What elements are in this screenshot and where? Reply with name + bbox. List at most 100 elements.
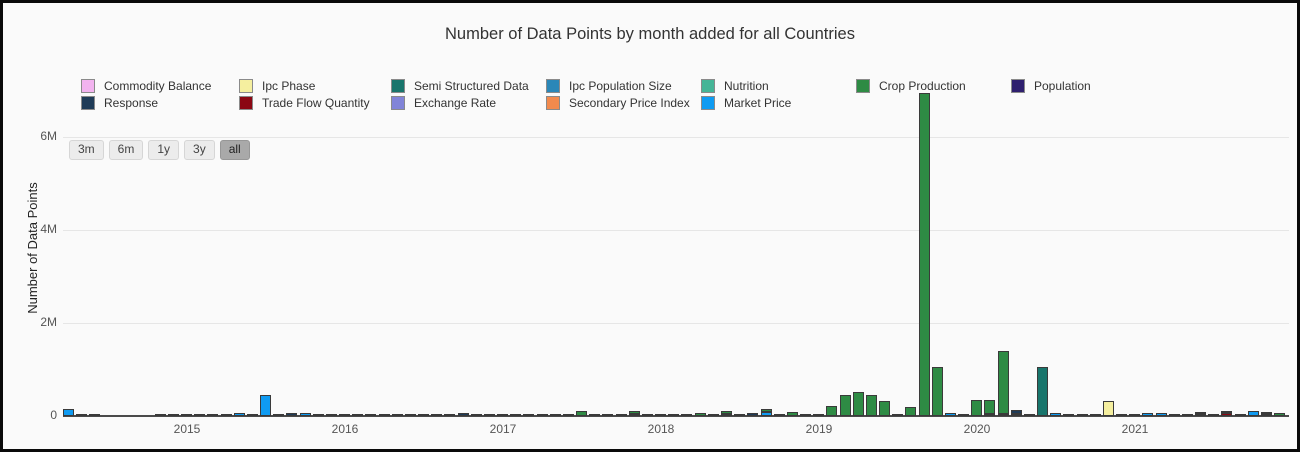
chart-title: Number of Data Points by month added for…: [445, 25, 855, 43]
x-tick-label: 2020: [963, 422, 991, 436]
bar-2015-05-market-price: [234, 413, 245, 416]
legend-item-response[interactable]: Response: [81, 94, 239, 111]
y-tick-label: 2M: [40, 315, 57, 329]
bar-2018-08-response: [747, 413, 758, 416]
x-tick-label: 2016: [331, 422, 359, 436]
bar-2017-03-response: [523, 414, 534, 416]
bar-2018-11-crop-production: [787, 412, 798, 416]
bar-2017-11-market-price: [629, 414, 640, 416]
bar-2019-10-crop-production: [932, 367, 943, 416]
x-tick-label: 2017: [489, 422, 517, 436]
legend-item-population[interactable]: Population: [1011, 77, 1151, 94]
bar-2015-09-response: [286, 413, 297, 416]
bar-2020-08-market-price: [1063, 414, 1074, 416]
gridline: [63, 137, 1289, 138]
bar-2020-04-market-price: [1011, 414, 1022, 416]
range-button-6m[interactable]: 6m: [108, 140, 144, 160]
legend-swatch-icon: [856, 78, 870, 93]
legend-swatch-icon: [391, 95, 405, 110]
bar-2017-10-response: [616, 414, 627, 416]
bar-2017-08-crop-production: [589, 414, 600, 416]
legend-swatch-icon: [701, 78, 715, 93]
bar-2020-11-ipc-phase: [1103, 401, 1114, 416]
bar-2018-12-response: [800, 414, 811, 416]
bar-2019-11-market-price: [945, 413, 956, 416]
range-button-3y[interactable]: 3y: [184, 140, 215, 160]
legend-item-ipc-phase[interactable]: Ipc Phase: [239, 77, 391, 94]
bar-2015-03-response: [207, 414, 218, 416]
legend-item-nutrition[interactable]: Nutrition: [701, 77, 856, 94]
legend-item-trade-flow-quantity[interactable]: Trade Flow Quantity: [239, 94, 391, 111]
bar-2019-05-crop-production: [866, 395, 877, 416]
bar-2016-10-response: [458, 413, 469, 416]
legend-label: Exchange Rate: [414, 95, 497, 110]
bar-2014-05-response: [76, 414, 87, 416]
bar-2017-11-crop-production: [629, 411, 640, 414]
bar-2019-02-crop-production: [826, 406, 837, 416]
legend-label: Nutrition: [724, 78, 769, 93]
legend-label: Market Price: [724, 95, 792, 110]
bar-2018-04-crop-production: [695, 413, 706, 416]
bar-2020-07-market-price: [1050, 413, 1061, 416]
bar-2018-09-market-price: [761, 412, 772, 416]
legend-item-exchange-rate[interactable]: Exchange Rate: [391, 94, 546, 111]
y-axis-title: Number of Data Points: [25, 182, 40, 314]
bar-2016-06-response: [405, 414, 416, 416]
legend-label: Trade Flow Quantity: [262, 95, 370, 110]
legend-label: Crop Production: [879, 78, 966, 93]
legend-item-ipc-population-size[interactable]: Ipc Population Size: [546, 77, 701, 94]
legend-label: Response: [104, 95, 159, 110]
bar-2017-07-crop-production: [576, 411, 587, 416]
legend-swatch-icon: [239, 95, 253, 110]
bar-2018-06-crop-production: [721, 411, 732, 414]
bar-2015-01-response: [181, 414, 192, 416]
bar-2021-08-ipc-phase: [1221, 411, 1232, 413]
legend-label: Ipc Population Size: [569, 78, 672, 93]
legend-swatch-icon: [81, 95, 95, 110]
legend-label: Population: [1034, 78, 1091, 93]
bar-2021-08-trade-flow-quantity: [1221, 413, 1232, 416]
range-button-3m[interactable]: 3m: [69, 140, 104, 160]
bar-2019-12-response: [958, 414, 969, 416]
bar-2021-11-market-price: [1261, 414, 1272, 416]
bar-2018-07-response: [734, 414, 745, 416]
bar-2016-02-response: [352, 414, 363, 416]
bar-2017-05-response: [550, 414, 561, 416]
range-button-all[interactable]: all: [219, 140, 250, 160]
bar-2016-04-response: [379, 414, 390, 416]
bar-2021-03-market-price: [1156, 413, 1167, 416]
legend-label: Ipc Phase: [262, 78, 316, 93]
legend-label: Commodity Balance: [104, 78, 212, 93]
bar-2014-04-market-price: [63, 409, 74, 416]
bar-2018-02-market-price: [668, 414, 679, 416]
bar-2021-01-response: [1129, 414, 1140, 416]
bar-2015-04-response: [221, 414, 232, 416]
bar-2020-05-response: [1024, 414, 1035, 416]
bar-2015-02-response: [194, 414, 205, 416]
legend-swatch-icon: [239, 78, 253, 93]
legend-item-secondary-price-index[interactable]: Secondary Price Index: [546, 94, 701, 111]
legend-label: Secondary Price Index: [569, 95, 690, 110]
bar-2021-06-market-price: [1195, 414, 1206, 416]
legend-item-market-price[interactable]: Market Price: [701, 94, 856, 111]
bar-2021-12-crop-production: [1274, 413, 1285, 416]
legend-swatch-icon: [391, 78, 405, 93]
legend-item-semi-structured-data[interactable]: Semi Structured Data: [391, 77, 546, 94]
range-button-1y[interactable]: 1y: [148, 140, 180, 160]
legend-item-crop-production[interactable]: Crop Production: [856, 77, 1011, 94]
gridline: [63, 323, 1289, 324]
bar-2020-06-semi-structured-data: [1037, 367, 1048, 416]
bar-2020-03-market-price: [998, 414, 1009, 416]
bar-2015-08-market-price: [273, 414, 284, 416]
bar-2017-06-response: [563, 414, 574, 416]
bar-2016-12-response: [484, 414, 495, 416]
y-tick-label: 6M: [40, 129, 57, 143]
bar-2021-11-response: [1261, 412, 1272, 414]
bar-2020-09-market-price: [1077, 414, 1088, 416]
chart-legend: Commodity Balance Ipc Phase Semi Structure…: [81, 77, 1151, 111]
bar-2020-12-response: [1116, 414, 1127, 416]
bar-2020-10-market-price: [1090, 414, 1101, 416]
legend-item-commodity-balance[interactable]: Commodity Balance: [81, 77, 239, 94]
bar-2021-07-market-price: [1208, 414, 1219, 416]
